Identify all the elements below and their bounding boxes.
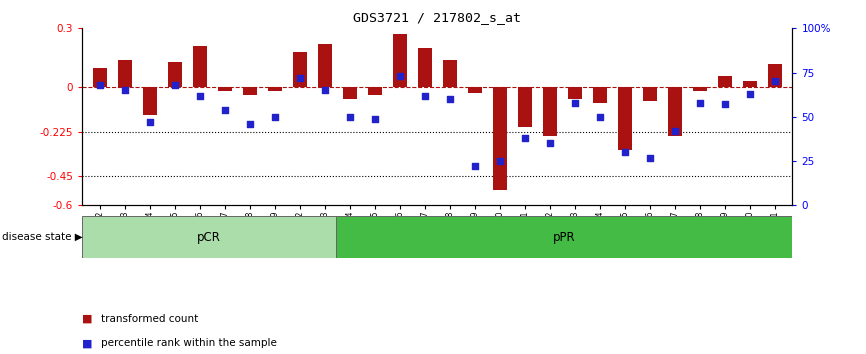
Bar <box>193 46 207 87</box>
Bar <box>168 62 182 87</box>
Bar <box>268 87 281 91</box>
Text: GDS3721 / 217802_s_at: GDS3721 / 217802_s_at <box>353 11 521 24</box>
Bar <box>143 87 157 115</box>
Text: pPR: pPR <box>553 231 575 244</box>
Bar <box>618 87 631 150</box>
Bar <box>243 87 256 95</box>
Bar <box>336 216 792 258</box>
Bar <box>468 87 481 93</box>
Bar <box>768 64 782 87</box>
Point <box>443 96 456 102</box>
Point <box>493 158 507 164</box>
Bar <box>443 60 456 87</box>
Point <box>268 114 281 120</box>
Point <box>393 73 407 79</box>
Point <box>418 93 432 98</box>
Point <box>618 149 632 155</box>
Bar <box>368 87 382 95</box>
Bar <box>118 60 132 87</box>
Bar <box>418 48 432 87</box>
Point <box>543 141 557 146</box>
Point <box>168 82 182 88</box>
Point <box>518 135 532 141</box>
Point <box>118 87 132 93</box>
Point <box>568 100 582 105</box>
Bar <box>718 75 732 87</box>
Point <box>743 91 757 97</box>
Bar <box>543 87 557 137</box>
Text: disease state ▶: disease state ▶ <box>2 232 82 242</box>
Bar <box>218 87 232 91</box>
Point <box>93 82 107 88</box>
Bar <box>493 87 507 190</box>
Point <box>293 75 307 81</box>
Point <box>668 128 682 134</box>
Bar <box>568 87 582 99</box>
Bar <box>668 87 682 137</box>
Bar <box>293 52 307 87</box>
Point <box>343 114 357 120</box>
Text: ■: ■ <box>82 314 93 324</box>
Text: transformed count: transformed count <box>101 314 198 324</box>
Point <box>143 119 157 125</box>
Point <box>643 155 656 160</box>
Bar <box>693 87 707 91</box>
Point <box>693 100 707 105</box>
Text: percentile rank within the sample: percentile rank within the sample <box>101 338 277 348</box>
Bar <box>93 68 107 87</box>
Point <box>218 107 232 113</box>
Bar <box>318 44 332 87</box>
Bar <box>82 216 336 258</box>
Bar <box>593 87 607 103</box>
Point <box>318 87 332 93</box>
Text: pCR: pCR <box>197 231 221 244</box>
Point <box>193 93 207 98</box>
Text: ■: ■ <box>82 338 93 348</box>
Bar <box>393 34 407 87</box>
Bar <box>518 87 532 127</box>
Point <box>242 121 256 127</box>
Bar <box>643 87 656 101</box>
Bar <box>343 87 357 99</box>
Point <box>368 116 382 121</box>
Point <box>768 79 782 84</box>
Point <box>593 114 607 120</box>
Point <box>468 164 481 169</box>
Point <box>718 102 732 107</box>
Bar <box>743 81 757 87</box>
